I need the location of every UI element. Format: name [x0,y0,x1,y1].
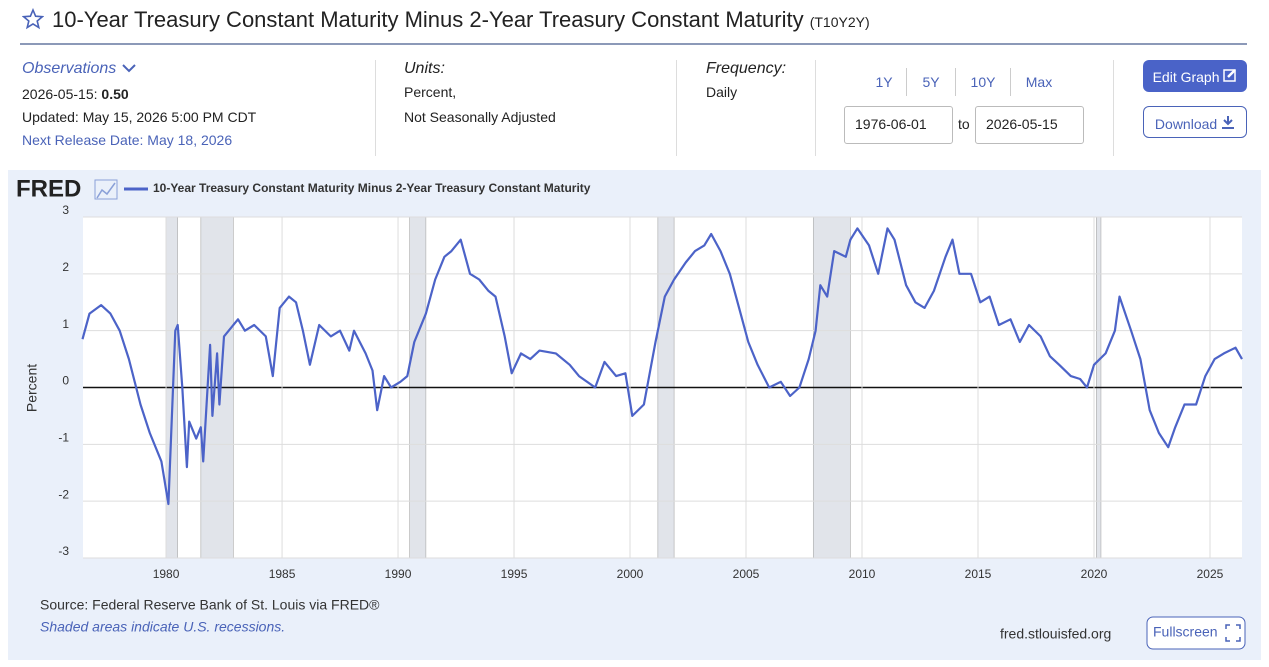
x-tick-label: 2010 [849,567,876,581]
pencil-icon [1223,69,1237,82]
frequency-label: Frequency: [706,60,787,77]
divider [676,60,677,156]
y-tick-label: 3 [62,203,69,217]
recession-note: Shaded areas indicate U.S. recessions. [40,619,285,635]
end-date-input[interactable]: 2026-05-15 [975,106,1084,144]
obs-value: 0.50 [101,86,129,102]
series-line [81,227,1243,506]
logo-icon-frame [94,179,118,200]
range-button[interactable]: 10Y [970,74,996,90]
edit-label[interactable]: Edit Graph [1152,69,1220,85]
next-release[interactable]: Next Release Date: May 18, 2026 [22,132,233,148]
series-id: (T10Y2Y) [809,14,870,30]
divider [815,60,816,156]
range-divider [906,68,907,96]
source: Source: Federal Reserve Bank of St. Loui… [40,597,380,613]
frequency-value: Daily [706,84,738,100]
logo-icon [96,182,116,199]
range-button[interactable]: 1Y [875,74,893,90]
fullscreen-icon [1225,624,1241,642]
credit: fred.stlouisfed.org [1000,626,1111,642]
date-separator: to [958,116,970,132]
y-tick-label: -1 [58,431,69,445]
start-date-input[interactable]: 1976-06-01 [844,106,953,144]
download-icon [1222,116,1235,129]
range-button[interactable]: 5Y [922,74,940,90]
edit-graph-button[interactable]: Edit Graph [1143,60,1247,92]
y-tick-label: 2 [62,260,69,274]
x-tick-label: 2025 [1197,567,1224,581]
download-button[interactable]: Download [1143,106,1247,138]
updated: Updated: May 15, 2026 5:00 PM CDT [22,109,257,125]
observations-toggle[interactable]: Observations [22,60,137,78]
x-tick-label: 2020 [1081,567,1108,581]
observations-label[interactable]: Observations [22,60,117,77]
range-divider [1010,68,1011,96]
download-label[interactable]: Download [1154,116,1218,132]
y-axis-label: Percent [24,364,40,412]
x-tick-label: 1990 [385,567,412,581]
chevron [122,64,136,73]
x-tick-label: 1995 [501,567,528,581]
units-line: Not Seasonally Adjusted [404,109,556,125]
divider [375,60,376,156]
fred-logo: FRED [16,175,81,202]
obs-date: 2026-05-15: [22,86,98,102]
star-icon[interactable] [22,8,44,30]
x-tick-label: 2015 [965,567,992,581]
divider [1113,60,1114,156]
y-tick-label: 0 [62,374,69,388]
units-line: Percent, [404,84,457,100]
units-label: Units: [404,60,445,77]
y-tick-label: -2 [58,487,69,501]
y-tick-label: -3 [58,544,69,558]
page-title: 10-Year Treasury Constant Maturity Minus… [52,7,870,33]
x-tick-label: 1980 [153,567,180,581]
legend-label: 10-Year Treasury Constant Maturity Minus… [153,181,591,195]
latest-observation: 2026-05-15: 0.50 [22,86,129,102]
fullscreen-button[interactable] [1146,616,1246,650]
title-rule [20,43,1247,45]
x-tick-label: 2000 [617,567,644,581]
fullscreen-label[interactable]: Fullscreen [1153,624,1218,640]
y-tick-label: 1 [62,317,69,331]
range-divider [955,68,956,96]
range-button[interactable]: Max [1025,74,1053,90]
x-tick-label: 1985 [269,567,296,581]
x-tick-label: 2005 [733,567,760,581]
title-text: 10-Year Treasury Constant Maturity Minus… [52,7,804,32]
